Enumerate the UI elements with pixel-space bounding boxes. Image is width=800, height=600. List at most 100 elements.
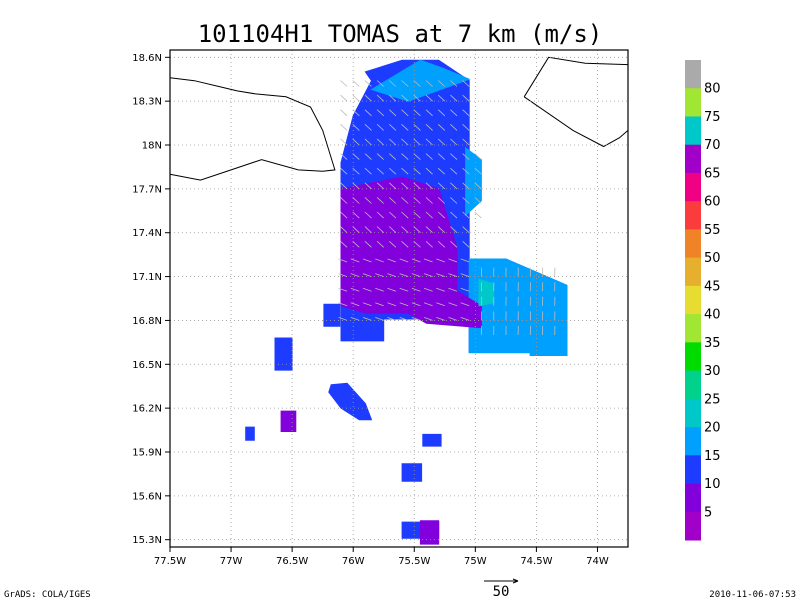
wind-vector <box>401 138 409 146</box>
x-tick-label: 76W <box>342 556 365 567</box>
wind-vector <box>460 317 470 321</box>
wind-vector <box>425 80 433 87</box>
speed-field-cyan-east-north <box>465 146 482 217</box>
x-tick-label: 75W <box>464 556 487 567</box>
wind-vector <box>350 287 360 292</box>
colorbar-label: 60 <box>704 195 721 210</box>
wind-vector <box>436 287 445 292</box>
wind-vector <box>340 211 348 219</box>
wind-vector <box>401 241 409 248</box>
y-tick-label: 18N <box>142 141 162 152</box>
y-tick-label: 17.4N <box>132 228 162 239</box>
wind-vector <box>437 153 446 160</box>
wind-vector <box>450 241 458 248</box>
wind-vector <box>462 167 470 175</box>
wind-vector <box>364 211 372 219</box>
wind-vector <box>462 211 470 219</box>
x-axis-ticks: 77.5W 77W 76.5W 76W 75.5W 75W 74.5W 74W <box>154 547 609 567</box>
wind-vector <box>425 241 433 248</box>
speed-fields <box>245 59 568 545</box>
wind-vector <box>352 109 360 117</box>
wind-vector <box>376 167 384 175</box>
wind-vector <box>362 273 372 277</box>
wind-vector <box>352 197 360 204</box>
colorbar-label: 50 <box>704 251 721 266</box>
wind-vector <box>376 124 384 131</box>
wind-vector <box>450 167 458 175</box>
wind-vector <box>399 258 409 263</box>
colorbar-segment <box>685 229 701 259</box>
wind-vector <box>411 258 421 263</box>
colorbar-segment <box>685 427 701 456</box>
wind-vector <box>450 124 458 131</box>
wind-vector <box>376 211 384 219</box>
wind-vector <box>399 287 409 292</box>
wind-vector <box>425 94 433 102</box>
wind-vector <box>413 226 421 233</box>
wind-vector <box>401 197 409 204</box>
wind-vector <box>389 211 397 219</box>
wind-vector <box>376 109 384 117</box>
speed-field-island-2 <box>274 337 293 371</box>
wind-vector <box>340 124 348 131</box>
wind-vector <box>413 80 421 87</box>
wind-vector <box>352 182 360 190</box>
wind-vector <box>364 138 372 146</box>
colorbar-segment <box>685 370 701 400</box>
colorbar-label: 25 <box>704 392 721 407</box>
wind-vector <box>389 80 397 87</box>
wind-vector <box>352 241 360 248</box>
wind-vector <box>350 302 360 307</box>
wind-vector <box>352 153 360 160</box>
wind-vector <box>437 182 446 190</box>
wind-vector <box>338 302 348 307</box>
wind-vector <box>376 80 384 87</box>
wind-vector <box>364 94 372 102</box>
wind-vector <box>389 226 397 233</box>
wind-vector <box>340 241 348 248</box>
wind-vector <box>362 302 372 307</box>
colorbar-segment <box>685 201 701 230</box>
wind-vector <box>425 138 433 146</box>
wind-vector <box>401 182 409 190</box>
wind-vector <box>376 94 384 102</box>
wind-vector <box>338 287 348 292</box>
wind-vector <box>436 273 445 277</box>
wind-vector <box>474 153 482 160</box>
wind-vector <box>413 109 421 117</box>
wind-vector <box>389 94 397 102</box>
wind-vector <box>425 167 433 175</box>
speed-field-island-3 <box>328 382 373 421</box>
wind-vector <box>448 258 458 263</box>
wind-vector <box>437 138 446 146</box>
wind-vector <box>364 167 372 175</box>
wind-vector <box>389 109 397 117</box>
y-tick-label: 16.8N <box>132 316 162 327</box>
wind-vector <box>375 287 384 292</box>
y-tick-label: 18.3N <box>132 97 162 108</box>
colorbar: 5 10 15 20 25 30 35 40 45 50 55 60 65 70 75 80 <box>685 60 721 541</box>
wind-vector <box>399 317 409 321</box>
colorbar-segment <box>685 314 701 343</box>
wind-vector <box>340 226 348 233</box>
wind-vector <box>375 317 384 321</box>
wind-vector <box>340 167 348 175</box>
wind-vector <box>413 197 421 204</box>
wind-vector <box>364 80 372 87</box>
wind-vector <box>401 109 409 117</box>
wind-vector <box>340 153 348 160</box>
wind-vector <box>387 258 397 263</box>
wind-vector <box>375 302 384 307</box>
wind-vector <box>350 258 360 263</box>
colorbar-segment <box>685 342 701 372</box>
wind-vector <box>411 273 421 277</box>
x-tick-label: 77.5W <box>154 556 186 567</box>
wind-vector <box>450 197 458 204</box>
plot-frame <box>169 49 629 548</box>
wind-vector <box>350 273 360 277</box>
wind-vector <box>462 94 470 102</box>
wind-vector <box>376 226 384 233</box>
wind-vector <box>387 302 397 307</box>
wind-vector <box>364 226 372 233</box>
